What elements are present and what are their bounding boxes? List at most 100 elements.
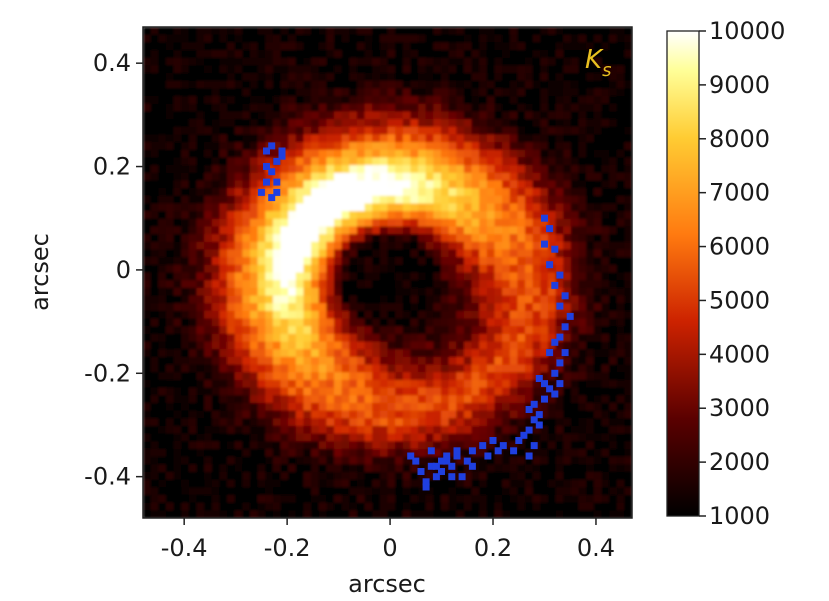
data-point (468, 447, 476, 455)
data-point (432, 462, 440, 470)
data-point (263, 163, 270, 170)
data-point (541, 395, 548, 403)
marker-layer (257, 142, 574, 491)
y-axis-label: arcsec (26, 233, 54, 311)
data-point (561, 349, 569, 357)
data-point (556, 333, 564, 341)
data-point (463, 457, 471, 465)
y-tick-label: -0.4 (84, 463, 131, 491)
data-point (479, 442, 487, 450)
data-point (412, 457, 420, 465)
data-point (520, 431, 528, 439)
data-point (556, 302, 564, 310)
data-point (273, 157, 281, 165)
data-point (525, 452, 533, 460)
data-point (551, 390, 559, 398)
colorbar-tick-label: 5000 (709, 286, 770, 314)
data-point (268, 194, 276, 202)
data-point (546, 385, 554, 393)
data-point (561, 292, 569, 300)
data-point (458, 473, 466, 481)
data-point (273, 188, 281, 196)
y-tick-label: 0.2 (93, 153, 131, 181)
y-tick-label: -0.2 (84, 359, 131, 387)
data-point (510, 447, 518, 455)
data-point (535, 375, 543, 382)
x-tick-label: 0 (382, 534, 397, 562)
colorbar-ticks: 10000 9000 8000 7000 6000 5000 4000 3000 2000 100… (699, 17, 785, 530)
data-point (273, 178, 281, 186)
colorbar-tick-label: 9000 (709, 71, 770, 99)
data-point (551, 338, 559, 346)
data-point (278, 147, 286, 155)
data-point (417, 468, 425, 475)
colorbar-tick-label: 6000 (709, 233, 770, 261)
colorbar-tick-label: 4000 (709, 340, 770, 368)
data-point (551, 281, 559, 289)
data-point (541, 380, 548, 388)
data-point (546, 225, 554, 233)
data-point (438, 457, 445, 465)
colorbar-tick-label: 8000 (709, 125, 770, 153)
data-point (407, 452, 415, 460)
x-tick-label: 0.4 (577, 534, 615, 562)
data-point (551, 369, 559, 377)
y-tick-label: 0.4 (93, 49, 131, 77)
colorbar-gradient (666, 30, 700, 517)
data-point (515, 437, 523, 444)
data-point (263, 147, 270, 155)
colorbar-tick-label: 10000 (709, 17, 785, 45)
data-point (427, 462, 435, 470)
data-point (561, 323, 569, 331)
data-point (427, 447, 435, 455)
plot-frame (142, 26, 633, 519)
data-point (257, 188, 265, 196)
x-tick-label: 0.2 (474, 534, 512, 562)
data-point (546, 261, 554, 269)
x-tick-label: -0.4 (161, 534, 208, 562)
data-point (438, 468, 445, 475)
data-point (278, 152, 286, 160)
data-point (484, 452, 492, 460)
data-point (432, 473, 440, 481)
data-point (443, 452, 451, 460)
data-point (535, 411, 543, 419)
data-point (530, 416, 538, 424)
data-point (468, 462, 476, 470)
data-point (443, 457, 451, 465)
data-point (422, 478, 430, 486)
data-point (453, 447, 461, 455)
x-axis-label: arcsec (348, 570, 426, 598)
data-point (268, 168, 276, 176)
data-point (448, 462, 456, 470)
colorbar-tick-label: 7000 (709, 179, 770, 207)
data-point (541, 240, 548, 248)
data-point (541, 214, 548, 222)
data-point (556, 380, 564, 388)
y-axis-ticks: 0.4 0.2 0 -0.2 -0.4 (84, 49, 143, 491)
data-point (556, 271, 564, 279)
data-point (525, 406, 533, 413)
data-point (263, 178, 270, 186)
heatmap-plot: -0.4 -0.2 0 0.2 0.4 0.40.20-0.2-0.4 Ks arcse… (26, 26, 633, 598)
data-point (453, 452, 461, 460)
data-point (525, 426, 533, 434)
colorbar-tick-label: 2000 (709, 448, 770, 476)
data-point (489, 437, 497, 444)
x-tick-label: -0.2 (264, 534, 311, 562)
data-point (566, 312, 574, 320)
data-point (535, 421, 543, 429)
y-tick-label: 0 (116, 256, 131, 284)
data-point (494, 447, 502, 455)
data-point (530, 400, 538, 408)
x-axis-ticks: -0.4 -0.2 0 0.2 0.4 (161, 518, 615, 562)
data-point (556, 359, 564, 367)
data-point (546, 349, 554, 357)
data-point (551, 245, 559, 253)
colorbar-tick-label: 1000 (709, 502, 770, 530)
data-point (530, 442, 538, 450)
data-point (268, 142, 276, 150)
data-point (499, 442, 507, 450)
data-point (448, 473, 456, 481)
